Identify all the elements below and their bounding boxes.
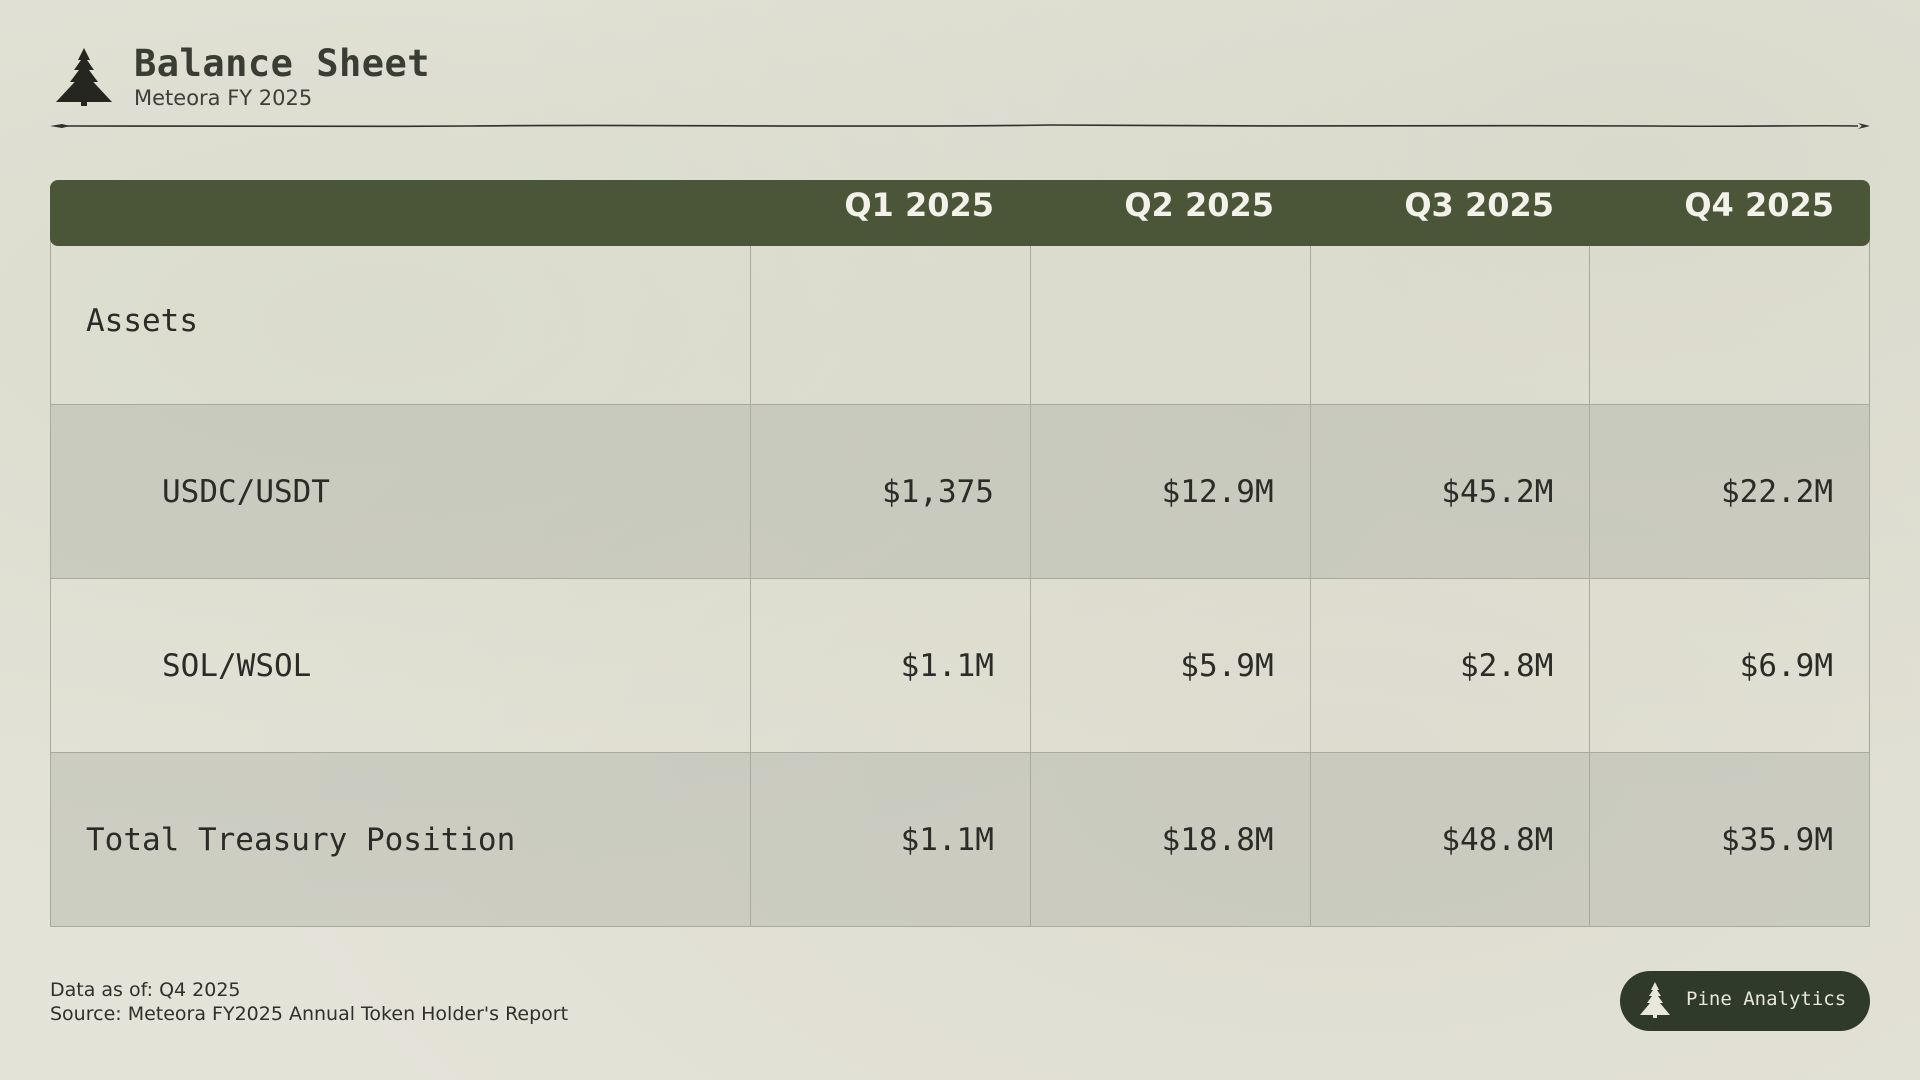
header-cell-q2: Q2 2025 (1124, 186, 1274, 224)
table-row: Total Treasury Position $1.1M $18.8M $48… (51, 752, 1869, 926)
balance-sheet-table: Q1 2025 Q2 2025 Q3 2025 Q4 2025 Assets U… (50, 180, 1870, 927)
table-row: USDC/USDT $1,375 $12.9M $45.2M $22.2M (51, 404, 1869, 578)
cell-value: $1,375 (750, 405, 1030, 578)
table-row: SOL/WSOL $1.1M $5.9M $2.8M $6.9M (51, 578, 1869, 752)
page-title: Balance Sheet (134, 42, 431, 85)
pine-tree-icon (56, 48, 112, 106)
data-as-of-text: Data as of: Q4 2025 (50, 979, 241, 1001)
header-cell-q1: Q1 2025 (844, 186, 994, 224)
header-cell-q4: Q4 2025 (1684, 186, 1834, 224)
header-cell-q3: Q3 2025 (1404, 186, 1554, 224)
row-label: USDC/USDT (162, 473, 330, 510)
cell-value: $12.9M (1029, 405, 1310, 578)
brand-name: Pine Analytics (1686, 988, 1847, 1010)
cell-value: $5.9M (1029, 579, 1310, 752)
header-cell-label (50, 180, 750, 246)
cell-value (1589, 238, 1869, 404)
cell-value: $2.8M (1309, 579, 1590, 752)
source-text: Source: Meteora FY2025 Annual Token Hold… (50, 1003, 569, 1025)
cell-value: $45.2M (1309, 405, 1590, 578)
row-label: SOL/WSOL (162, 647, 312, 684)
table-header: Q1 2025 Q2 2025 Q3 2025 Q4 2025 (50, 180, 1870, 246)
cell-value: $1.1M (750, 579, 1030, 752)
page-subtitle: Meteora FY 2025 (134, 86, 313, 110)
brand-badge: Pine Analytics (1620, 971, 1870, 1031)
cell-value: $35.9M (1589, 753, 1869, 926)
cell-value: $18.8M (1029, 753, 1310, 926)
page-header: Balance Sheet Meteora FY 2025 (50, 42, 1870, 132)
cell-value: $6.9M (1589, 579, 1869, 752)
cell-value: $1.1M (750, 753, 1030, 926)
cell-value (750, 238, 1030, 404)
cell-value (1029, 238, 1310, 404)
header-divider (50, 123, 1870, 129)
row-label: Assets (86, 303, 198, 339)
row-label: Total Treasury Position (86, 821, 516, 858)
pine-tree-icon (1640, 982, 1670, 1018)
table-body: Assets USDC/USDT $1,375 $12.9M $45.2M $2… (50, 238, 1870, 927)
cell-value: $48.8M (1309, 753, 1590, 926)
cell-value (1309, 238, 1590, 404)
table-row: Assets (51, 238, 1869, 404)
cell-value: $22.2M (1589, 405, 1869, 578)
footer-notes: Data as of: Q4 2025 Source: Meteora FY20… (50, 978, 568, 1026)
